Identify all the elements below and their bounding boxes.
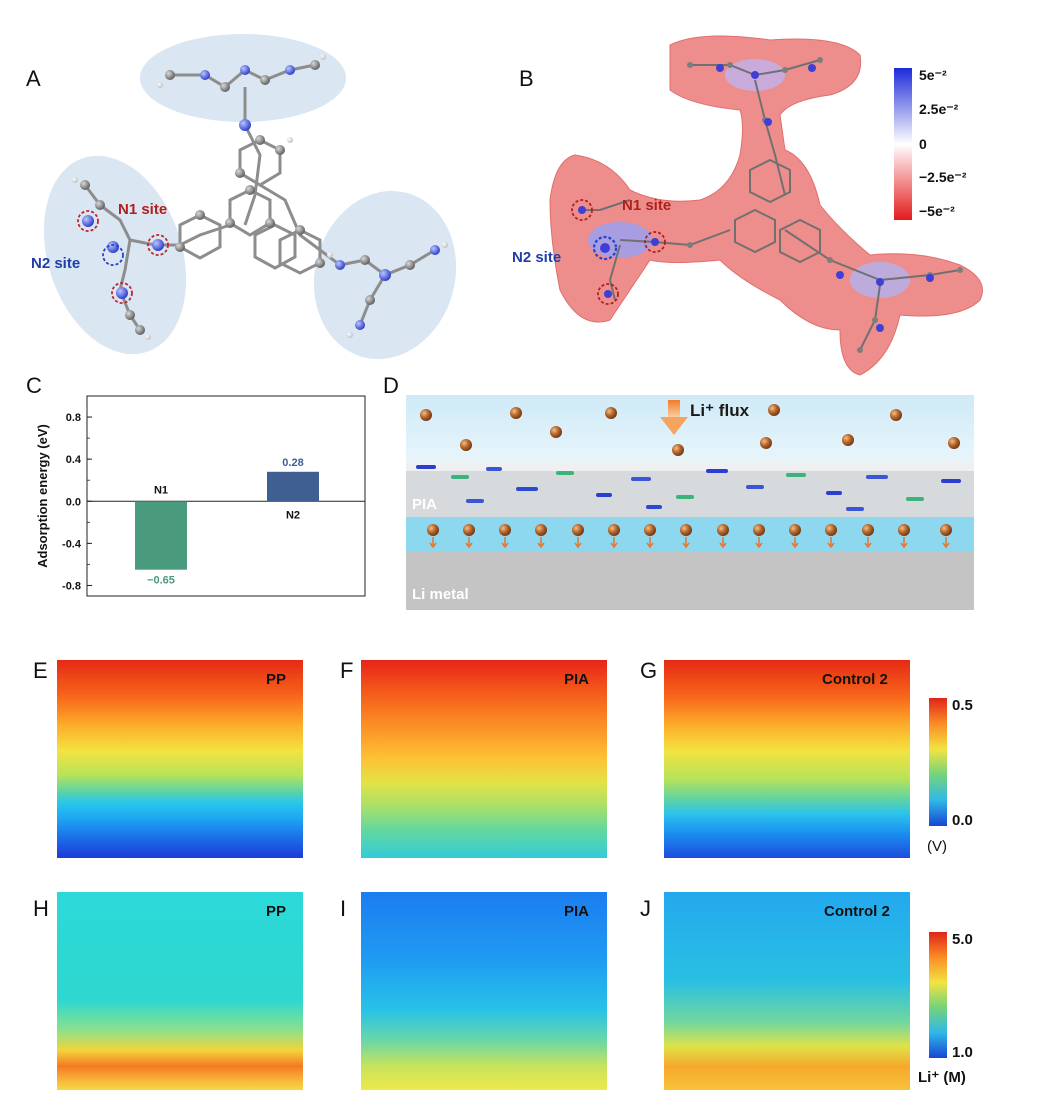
value-label: −0.65 [147,575,175,587]
panel-letter-e: E [33,658,48,683]
concentration-map-pia [361,892,607,1090]
concentration-label-pia: PIA [564,903,590,920]
esp-surface-b [549,35,983,376]
esp-tick-upper: 2.5e⁻² [919,101,959,117]
y-tick-label: 0.8 [66,412,81,424]
esp-tick-max: 5e⁻² [919,67,947,83]
esp-tick-min: −5e⁻² [919,203,955,219]
y-axis-label: Adsorption energy (eV) [35,424,50,568]
concentration-colorbar-min: 1.0 [952,1044,973,1061]
concentration-colorbar-max: 5.0 [952,931,973,948]
esp-tick-lower: −2.5e⁻² [919,169,967,185]
potential-colorbar-min: 0.0 [952,812,973,829]
concentration-colorbar [929,932,947,1058]
potential-label-pia: PIA [564,671,590,688]
panel-letter-j: J [640,896,651,921]
y-tick-label: 0.0 [66,496,81,508]
panel-letter-f: F [340,658,354,683]
pia-layer-label: PIA [412,496,438,513]
li-flux-schematic [406,395,974,610]
n2-site-label-a: N2 site [31,255,81,272]
potential-label-pp: PP [266,671,287,688]
potential-colorbar [929,698,947,826]
potential-colorbar-max: 0.5 [952,697,973,714]
potential-label-control2: Control 2 [822,671,888,688]
esp-colorbar [894,68,912,220]
bar [135,501,187,570]
panel-letter-a: A [26,66,41,91]
potential-map-pp [57,660,303,858]
n1-site-label-a: N1 site [118,201,168,218]
n2-site-label-b: N2 site [512,249,562,266]
n1-site-label-b: N1 site [622,197,672,214]
concentration-colorbar-unit: Li⁺ (M) [918,1069,966,1086]
potential-colorbar-unit: (V) [927,838,947,855]
y-tick-label: 0.4 [66,454,82,466]
li-flux-label: Li⁺ flux [690,401,750,420]
y-tick-label: -0.4 [62,538,82,550]
panel-letter-b: B [519,66,534,91]
concentration-label-control2: Control 2 [824,903,890,920]
adsorption-energy-chart: -0.8 -0.4 0.0 0.4 0.8 Adsorption energy (eV) N… [35,395,366,597]
panel-letter-i: I [340,896,347,921]
concentration-map-control2 [664,892,910,1090]
potential-map-pia [361,660,607,858]
li-metal-label: Li metal [412,586,469,603]
molecule-structure-a [43,34,457,360]
panel-letter-c: C [26,373,42,398]
bar [267,471,319,502]
panel-letter-h: H [33,896,49,921]
plot-frame [86,395,366,597]
esp-tick-zero: 0 [919,136,927,152]
potential-map-control2 [664,660,910,858]
y-tick-label: -0.8 [62,580,81,592]
concentration-map-pp [57,892,303,1090]
category-label: N1 [154,484,168,496]
panel-letter-d: D [383,373,399,398]
concentration-label-pp: PP [266,903,287,920]
panel-letter-g: G [640,658,658,683]
value-label: 0.28 [282,457,303,469]
category-label: N2 [286,509,300,521]
